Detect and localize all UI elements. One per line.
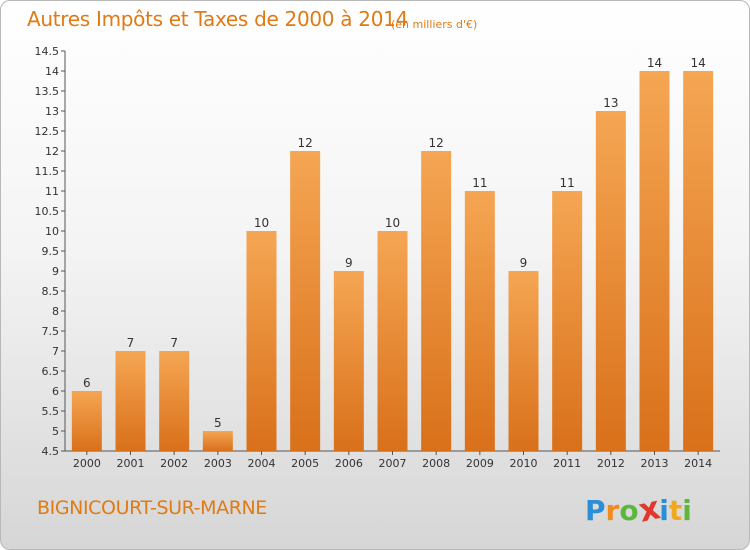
x-tick-label: 2011 — [553, 457, 581, 470]
value-label: 10 — [385, 216, 400, 230]
bar — [333, 271, 364, 451]
y-axis: 4.5 5 5.5 6 6.5 7 7.5 8 8.5 9 9.5 10 10.5 11 11.5 12 12.… — [35, 45, 66, 458]
chart-title: Autres Impôts et Taxes de 2000 à 2014 — [27, 7, 408, 31]
logo-letter: P — [585, 494, 606, 527]
y-tick-label: 9.5 — [42, 245, 60, 258]
bars — [71, 71, 714, 451]
x-tick-label: 2001 — [117, 457, 145, 470]
value-label: 10 — [254, 216, 269, 230]
x-tick-label: 2000 — [73, 457, 101, 470]
x-tick-label: 2009 — [466, 457, 494, 470]
value-label: 6 — [83, 376, 91, 390]
bar — [202, 431, 233, 451]
logo-letter: i — [659, 494, 669, 527]
y-tick-label: 4.5 — [42, 445, 60, 458]
x-tick-label: 2004 — [248, 457, 276, 470]
y-tick-label: 14.5 — [35, 45, 60, 58]
x-axis: 2000 2001 2002 2003 2004 2005 2006 2007 2008 2009… — [65, 450, 720, 470]
bar — [552, 191, 583, 451]
x-tick-label: 2002 — [160, 457, 188, 470]
y-tick-label: 7.5 — [42, 325, 60, 338]
y-tick-label: 9 — [52, 265, 59, 278]
y-tick-label: 12.5 — [35, 125, 60, 138]
value-label: 13 — [603, 96, 618, 110]
y-tick-label: 10.5 — [35, 205, 60, 218]
x-tick-label: 2013 — [641, 457, 669, 470]
place-name: BIGNICOURT-SUR-MARNE — [37, 497, 267, 519]
logo-letter: i — [682, 494, 692, 527]
y-tick-label: 10 — [45, 225, 59, 238]
bar — [71, 391, 102, 451]
x-tick-label: 2012 — [597, 457, 625, 470]
bar — [508, 271, 539, 451]
y-tick-label: 8 — [52, 305, 59, 318]
bar — [115, 351, 146, 451]
bar — [290, 151, 321, 451]
y-tick-label: 5.5 — [42, 405, 60, 418]
value-label: 14 — [691, 56, 706, 70]
x-tick-label: 2010 — [510, 457, 538, 470]
y-tick-label: 12 — [45, 145, 59, 158]
x-tick-label: 2006 — [335, 457, 363, 470]
value-label: 14 — [647, 56, 662, 70]
y-tick-label: 6.5 — [42, 365, 60, 378]
y-tick-label: 13 — [45, 105, 59, 118]
bar — [159, 351, 190, 451]
proxiti-logo: Proxiti — [585, 488, 692, 529]
logo-letter: r — [605, 494, 620, 527]
bar — [639, 71, 670, 451]
bar — [421, 151, 452, 451]
value-label: 7 — [127, 336, 135, 350]
value-labels: 6 7 7 5 10 12 9 10 12 11 9 11 13 14 14 — [83, 56, 706, 430]
bar — [595, 111, 626, 451]
y-tick-label: 11 — [45, 185, 59, 198]
value-label: 12 — [429, 136, 444, 150]
x-tick-label: 2014 — [684, 457, 712, 470]
x-tick-label: 2007 — [379, 457, 407, 470]
value-label: 9 — [345, 256, 353, 270]
value-label: 11 — [560, 176, 575, 190]
y-tick-label: 7 — [52, 345, 59, 358]
chart-subtitle: (en milliers d'€) — [391, 18, 478, 31]
value-label: 11 — [472, 176, 487, 190]
bar — [683, 71, 714, 451]
bar — [377, 231, 408, 451]
bar — [464, 191, 495, 451]
value-label: 7 — [170, 336, 178, 350]
y-tick-label: 5 — [52, 425, 59, 438]
value-label: 5 — [214, 416, 222, 430]
y-tick-label: 13.5 — [35, 85, 60, 98]
bar — [246, 231, 277, 451]
logo-letter: o — [619, 494, 639, 527]
x-tick-label: 2008 — [422, 457, 450, 470]
y-tick-label: 6 — [52, 385, 59, 398]
y-tick-label: 14 — [45, 65, 59, 78]
x-tick-label: 2003 — [204, 457, 232, 470]
logo-letter: t — [668, 494, 683, 527]
x-tick-label: 2005 — [291, 457, 319, 470]
y-tick-label: 8.5 — [42, 285, 60, 298]
value-label: 12 — [298, 136, 313, 150]
value-label: 9 — [520, 256, 528, 270]
y-tick-label: 11.5 — [35, 165, 60, 178]
